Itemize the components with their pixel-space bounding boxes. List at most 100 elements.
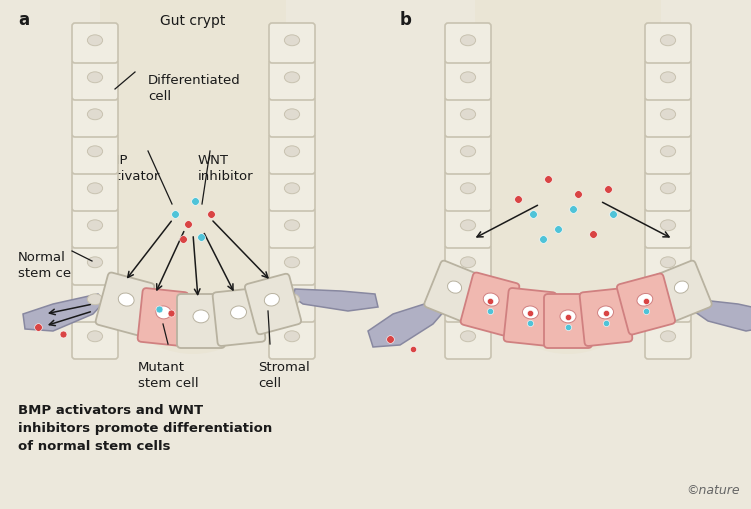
FancyBboxPatch shape xyxy=(72,23,118,63)
Ellipse shape xyxy=(460,35,475,46)
FancyBboxPatch shape xyxy=(213,288,265,346)
FancyBboxPatch shape xyxy=(269,60,315,100)
FancyBboxPatch shape xyxy=(72,134,118,174)
Text: Normal
stem cell: Normal stem cell xyxy=(18,251,79,280)
Ellipse shape xyxy=(460,183,475,194)
Text: ©nature: ©nature xyxy=(686,484,740,497)
Ellipse shape xyxy=(460,331,475,342)
Ellipse shape xyxy=(231,306,246,319)
Text: Mutant
stem cell: Mutant stem cell xyxy=(138,361,198,390)
Polygon shape xyxy=(368,299,446,347)
FancyBboxPatch shape xyxy=(269,171,315,211)
FancyBboxPatch shape xyxy=(617,273,675,334)
FancyBboxPatch shape xyxy=(269,134,315,174)
Ellipse shape xyxy=(87,220,103,231)
Ellipse shape xyxy=(285,109,300,120)
Text: Gut crypt: Gut crypt xyxy=(160,14,226,28)
FancyBboxPatch shape xyxy=(445,282,491,322)
FancyBboxPatch shape xyxy=(460,272,520,335)
FancyBboxPatch shape xyxy=(269,208,315,248)
Ellipse shape xyxy=(660,35,676,46)
Ellipse shape xyxy=(119,293,134,306)
FancyBboxPatch shape xyxy=(445,319,491,359)
FancyBboxPatch shape xyxy=(445,60,491,100)
FancyBboxPatch shape xyxy=(445,97,491,137)
Ellipse shape xyxy=(660,72,676,83)
FancyBboxPatch shape xyxy=(72,245,118,285)
Text: b: b xyxy=(400,11,412,29)
Ellipse shape xyxy=(285,72,300,83)
FancyBboxPatch shape xyxy=(654,261,712,321)
FancyBboxPatch shape xyxy=(504,288,556,346)
Ellipse shape xyxy=(285,257,300,268)
FancyBboxPatch shape xyxy=(72,60,118,100)
Ellipse shape xyxy=(87,257,103,268)
Ellipse shape xyxy=(660,257,676,268)
Ellipse shape xyxy=(460,220,475,231)
FancyBboxPatch shape xyxy=(544,294,592,348)
Ellipse shape xyxy=(660,220,676,231)
FancyBboxPatch shape xyxy=(445,245,491,285)
Bar xyxy=(475,0,661,199)
Ellipse shape xyxy=(560,310,576,323)
FancyBboxPatch shape xyxy=(645,97,691,137)
FancyBboxPatch shape xyxy=(445,134,491,174)
Ellipse shape xyxy=(448,281,462,293)
Ellipse shape xyxy=(285,146,300,157)
Ellipse shape xyxy=(484,293,499,306)
Ellipse shape xyxy=(523,306,538,319)
Ellipse shape xyxy=(87,109,103,120)
Ellipse shape xyxy=(598,306,614,319)
FancyBboxPatch shape xyxy=(95,272,155,335)
Text: BMP activators and WNT
inhibitors promote differentiation
of normal stem cells: BMP activators and WNT inhibitors promot… xyxy=(18,404,273,453)
FancyBboxPatch shape xyxy=(269,245,315,285)
Ellipse shape xyxy=(285,220,300,231)
FancyBboxPatch shape xyxy=(424,261,481,321)
Text: WNT
inhibitor: WNT inhibitor xyxy=(198,154,254,183)
Ellipse shape xyxy=(660,109,676,120)
FancyBboxPatch shape xyxy=(72,97,118,137)
Ellipse shape xyxy=(460,72,475,83)
FancyBboxPatch shape xyxy=(445,23,491,63)
Ellipse shape xyxy=(285,294,300,305)
FancyBboxPatch shape xyxy=(645,60,691,100)
Ellipse shape xyxy=(460,109,475,120)
Ellipse shape xyxy=(87,294,103,305)
FancyBboxPatch shape xyxy=(645,208,691,248)
Ellipse shape xyxy=(660,331,676,342)
FancyBboxPatch shape xyxy=(645,171,691,211)
Ellipse shape xyxy=(285,35,300,46)
Ellipse shape xyxy=(285,331,300,342)
FancyBboxPatch shape xyxy=(72,171,118,211)
Ellipse shape xyxy=(87,35,103,46)
Ellipse shape xyxy=(460,146,475,157)
FancyBboxPatch shape xyxy=(269,23,315,63)
FancyBboxPatch shape xyxy=(269,97,315,137)
Ellipse shape xyxy=(156,306,171,319)
Text: Differentiated
cell: Differentiated cell xyxy=(148,74,241,103)
FancyBboxPatch shape xyxy=(645,319,691,359)
Ellipse shape xyxy=(193,310,209,323)
Ellipse shape xyxy=(460,294,475,305)
FancyBboxPatch shape xyxy=(645,134,691,174)
Text: a: a xyxy=(18,11,29,29)
FancyBboxPatch shape xyxy=(177,294,225,348)
FancyBboxPatch shape xyxy=(269,282,315,322)
Ellipse shape xyxy=(475,144,660,354)
Polygon shape xyxy=(688,299,751,331)
Ellipse shape xyxy=(637,294,653,306)
FancyBboxPatch shape xyxy=(137,288,189,346)
Text: Stromal
cell: Stromal cell xyxy=(258,361,309,390)
Ellipse shape xyxy=(660,146,676,157)
Polygon shape xyxy=(23,294,105,331)
FancyBboxPatch shape xyxy=(72,282,118,322)
Polygon shape xyxy=(293,289,378,311)
FancyBboxPatch shape xyxy=(445,208,491,248)
Ellipse shape xyxy=(87,72,103,83)
Ellipse shape xyxy=(285,183,300,194)
Ellipse shape xyxy=(87,183,103,194)
FancyBboxPatch shape xyxy=(645,23,691,63)
Bar xyxy=(100,0,286,199)
FancyBboxPatch shape xyxy=(445,171,491,211)
FancyBboxPatch shape xyxy=(269,319,315,359)
